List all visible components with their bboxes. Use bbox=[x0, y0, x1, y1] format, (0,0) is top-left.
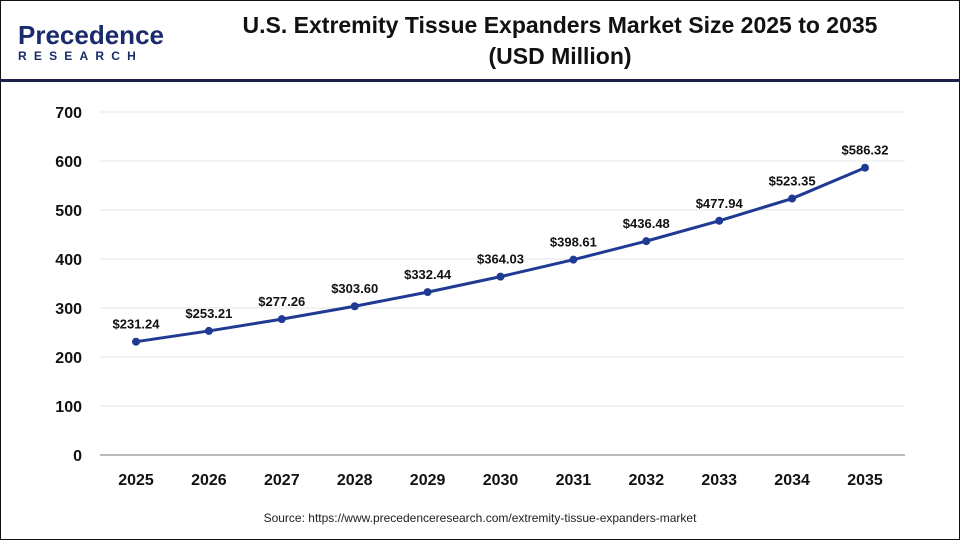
data-point bbox=[788, 194, 797, 203]
data-point bbox=[569, 255, 578, 264]
data-point bbox=[423, 288, 432, 297]
title-line-1: U.S. Extremity Tissue Expanders Market S… bbox=[242, 12, 878, 38]
data-point bbox=[350, 302, 359, 311]
data-label: $523.35 bbox=[769, 174, 816, 189]
data-label: $332.44 bbox=[404, 267, 452, 282]
x-tick-label: 2026 bbox=[191, 472, 227, 489]
x-tick-label: 2035 bbox=[847, 472, 883, 489]
chart-title: U.S. Extremity Tissue Expanders Market S… bbox=[180, 10, 940, 72]
y-tick-label: 300 bbox=[55, 301, 82, 318]
x-tick-label: 2030 bbox=[483, 472, 519, 489]
x-tick-label: 2034 bbox=[774, 472, 810, 489]
data-label: $277.26 bbox=[258, 294, 305, 309]
x-tick-label: 2029 bbox=[410, 472, 446, 489]
data-label: $436.48 bbox=[623, 216, 670, 231]
y-tick-label: 600 bbox=[55, 154, 82, 171]
y-tick-label: 500 bbox=[55, 203, 82, 220]
data-point bbox=[132, 337, 140, 346]
data-point bbox=[277, 315, 286, 324]
x-tick-label: 2027 bbox=[264, 472, 300, 489]
y-tick-label: 100 bbox=[55, 399, 82, 416]
data-point bbox=[642, 237, 651, 246]
x-tick-label: 2031 bbox=[556, 472, 592, 489]
source-note: Source: https://www.precedenceresearch.c… bbox=[263, 511, 697, 525]
x-tick-label: 2025 bbox=[118, 472, 154, 489]
data-label: $364.03 bbox=[477, 252, 524, 267]
data-point bbox=[204, 326, 213, 335]
y-tick-label: 700 bbox=[55, 105, 82, 122]
y-tick-label: 200 bbox=[55, 350, 82, 367]
logo-text-bottom: RESEARCH bbox=[18, 49, 143, 63]
precedence-research-logo: Precedence RESEARCH bbox=[18, 20, 164, 64]
x-tick-label: 2028 bbox=[337, 472, 373, 489]
data-label: $586.32 bbox=[842, 143, 889, 158]
y-tick-label: 0 bbox=[73, 448, 82, 465]
title-line-2: (USD Million) bbox=[488, 43, 632, 69]
data-label: $398.61 bbox=[550, 235, 597, 250]
data-label: $231.24 bbox=[113, 317, 161, 332]
data-point bbox=[861, 163, 869, 172]
data-point bbox=[496, 272, 505, 281]
data-label: $477.94 bbox=[696, 196, 744, 211]
data-label: $303.60 bbox=[331, 281, 378, 296]
header-divider bbox=[0, 79, 960, 82]
y-tick-label: 400 bbox=[55, 252, 82, 269]
data-point bbox=[715, 216, 724, 225]
x-tick-label: 2032 bbox=[629, 472, 665, 489]
x-tick-label: 2033 bbox=[701, 472, 737, 489]
data-label: $253.21 bbox=[185, 306, 232, 321]
logo-text-top: Precedence bbox=[18, 20, 164, 50]
